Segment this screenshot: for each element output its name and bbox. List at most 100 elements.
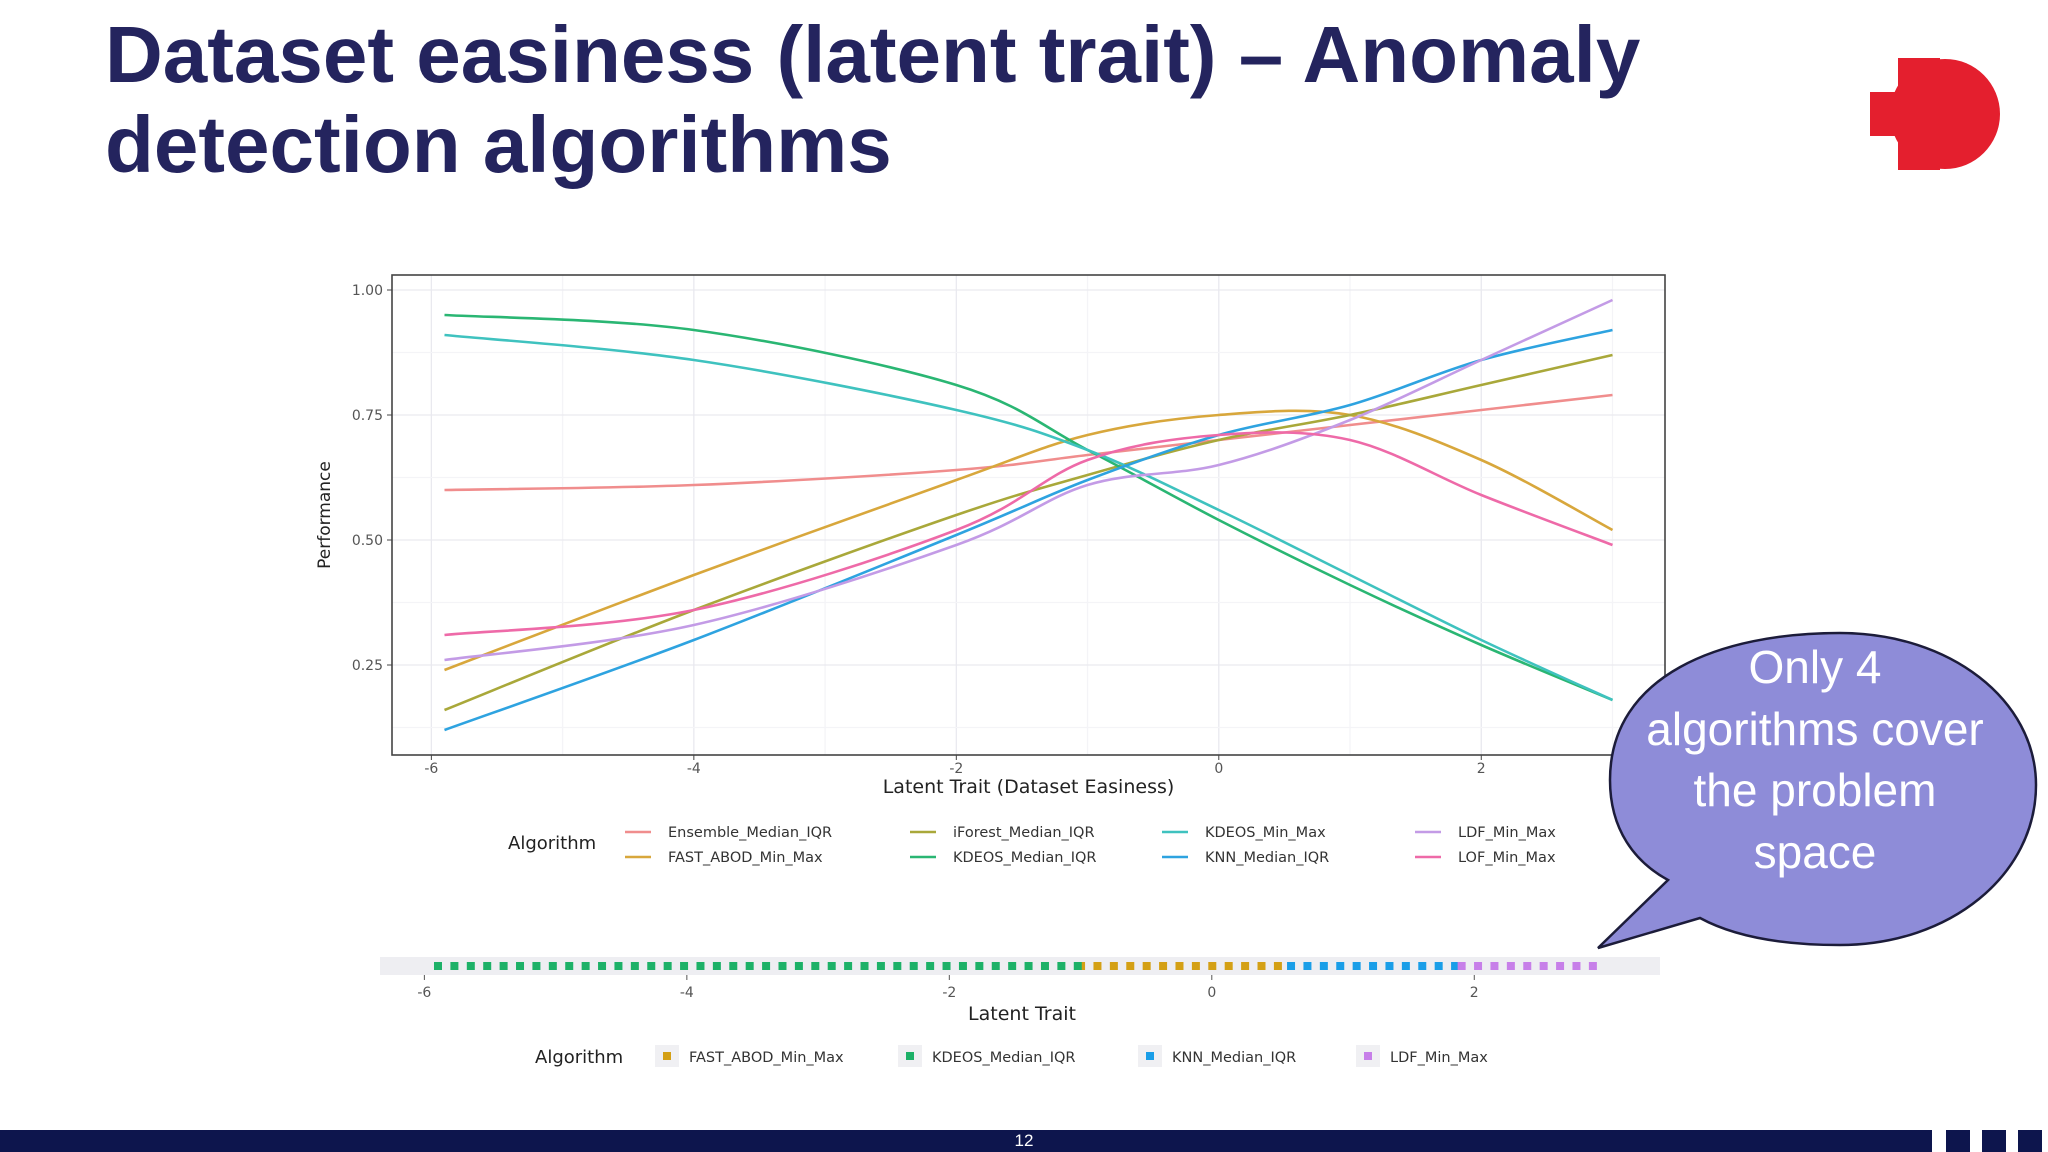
legend-label: FAST_ABOD_Min_Max: [668, 850, 823, 866]
strip-point: [1008, 962, 1017, 970]
strip-point: [1539, 962, 1548, 970]
page-number: 12: [1014, 1131, 1034, 1150]
y-axis-label: Performance: [315, 461, 335, 569]
strip-point: [926, 962, 935, 970]
strip-point: [1418, 962, 1427, 970]
strip-x-tick-label: -6: [417, 985, 431, 1001]
strip-point: [1506, 962, 1515, 970]
performance-line-chart: -6 -4 -2 0 2 0.25 0.50 0.75 1.00 Latent Trait (Da…: [315, 274, 1666, 866]
strip-point: [1556, 962, 1565, 970]
strip-point: [1040, 962, 1049, 970]
strip-x-tick-label: 2: [1470, 985, 1479, 1001]
strip-point: [647, 962, 656, 970]
legend-label: KDEOS_Median_IQR: [953, 850, 1096, 866]
strip-point: [1159, 962, 1168, 970]
strip-point: [450, 962, 459, 970]
strip-legend-key: [663, 1052, 671, 1060]
strip-point: [1523, 962, 1532, 970]
strip-point: [1208, 962, 1217, 970]
strip-legend-key: [1364, 1052, 1372, 1060]
legend-label: Ensemble_Median_IQR: [668, 825, 832, 841]
strip-point: [696, 962, 705, 970]
red-circle-cross-logo: [1870, 58, 2000, 170]
strip-point: [958, 962, 967, 970]
x-tick-label: -2: [949, 761, 963, 777]
strip-point: [1024, 962, 1033, 970]
strip-point: [762, 962, 771, 970]
strip-point: [598, 962, 607, 970]
y-tick-label: 0.25: [352, 658, 383, 674]
strip-legend-key: [1146, 1052, 1154, 1060]
legend-label: KNN_Median_IQR: [1205, 850, 1329, 866]
strip-point: [729, 962, 738, 970]
legend-label: iForest_Median_IQR: [953, 825, 1095, 841]
strip-point: [680, 962, 689, 970]
strip-point: [1319, 962, 1328, 970]
strip-point: [975, 962, 984, 970]
strip-legend-label: KDEOS_Median_IQR: [932, 1050, 1075, 1066]
strip-legend-key: [906, 1052, 914, 1060]
footer-square: [2018, 1130, 2042, 1152]
strip-point: [745, 962, 754, 970]
y-tick-label: 1.00: [352, 283, 383, 299]
strip-point: [614, 962, 623, 970]
strip-point: [1073, 962, 1082, 970]
strip-legend-label: KNN_Median_IQR: [1172, 1050, 1296, 1066]
strip-point: [1336, 962, 1345, 970]
strip-point: [1057, 962, 1066, 970]
x-axis-label: Latent Trait (Dataset Easiness): [883, 776, 1175, 798]
x-tick-label: 0: [1214, 761, 1223, 777]
strip-point: [942, 962, 951, 970]
callout-text: Only 4 algorithms cover the problem spac…: [1646, 641, 1984, 878]
strip-point: [483, 962, 492, 970]
series-line-ensemble_median_iqr: [444, 393, 1613, 492]
strip-point: [1474, 962, 1483, 970]
strip-point: [1126, 962, 1135, 970]
strip-point: [712, 962, 721, 970]
strip-x-tick-label: 0: [1207, 985, 1216, 1001]
strip-point: [1093, 962, 1102, 970]
series-line-kdeos_min_max: [444, 333, 1614, 702]
strip-point: [1109, 962, 1118, 970]
strip-x-tick-label: -4: [680, 985, 694, 1001]
footer-square: [1982, 1130, 2006, 1152]
series-line-iforest_median_iqr: [444, 353, 1613, 712]
strip-point: [433, 962, 442, 970]
plot-border: [391, 274, 1666, 756]
x-tick-label: -4: [687, 761, 701, 777]
strip-point: [1490, 962, 1499, 970]
strip-point: [1257, 962, 1266, 970]
series-line-ldf_min_max: [444, 298, 1614, 662]
y-tick-label: 0.75: [352, 408, 383, 424]
series-line-kdeos_median_iqr: [444, 313, 1614, 702]
x-tick-label: 2: [1477, 761, 1486, 777]
strip-point: [565, 962, 574, 970]
strip-point: [811, 962, 820, 970]
strip-point: [1369, 962, 1378, 970]
strip-point: [1572, 962, 1581, 970]
series-line-lof_min_max: [444, 431, 1613, 637]
strip-point: [548, 962, 557, 970]
legend-label: LOF_Min_Max: [1458, 850, 1556, 866]
strip-point: [499, 962, 508, 970]
strip-point: [1175, 962, 1184, 970]
strip-point: [630, 962, 639, 970]
strip-point: [1191, 962, 1200, 970]
strip-point: [1287, 962, 1296, 970]
strip-point: [581, 962, 590, 970]
strip-point: [1241, 962, 1250, 970]
series-line-fast_abod_min_max: [444, 409, 1614, 672]
strip-point: [1457, 962, 1466, 970]
strip-legend-label: LDF_Min_Max: [1390, 1050, 1488, 1066]
strip-point: [1588, 962, 1597, 970]
legend-label: KDEOS_Min_Max: [1205, 825, 1326, 841]
strip-point: [844, 962, 853, 970]
legend-title: Algorithm: [508, 833, 596, 854]
strip-point: [1224, 962, 1233, 970]
strip-band: [380, 957, 1660, 975]
strip-point: [663, 962, 672, 970]
series-line-knn_median_iqr: [444, 328, 1613, 732]
strip-point: [1385, 962, 1394, 970]
strip-point: [516, 962, 525, 970]
strip-point: [909, 962, 918, 970]
